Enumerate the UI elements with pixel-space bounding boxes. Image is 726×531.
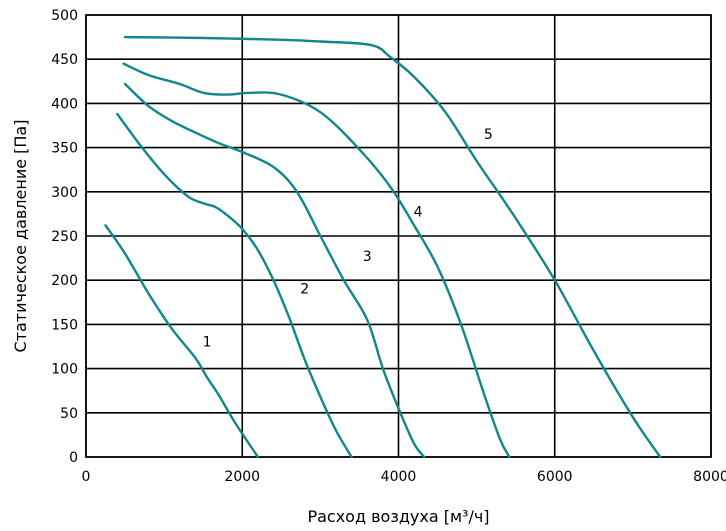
y-tick-label: 400 xyxy=(51,96,78,112)
y-tick-label: 50 xyxy=(60,406,78,422)
x-axis-title: Расход воздуха [м³/ч] xyxy=(307,507,489,526)
plot-frame xyxy=(85,14,712,458)
curve-2 xyxy=(116,112,353,459)
y-tick-labels: 0 50 100 150 200 250 300 350 400 450 500 xyxy=(51,8,78,466)
x-tick-label: 2000 xyxy=(224,469,260,485)
x-tick-labels: 0 2000 4000 6000 8000 xyxy=(82,469,726,485)
y-tick-label: 0 xyxy=(69,450,78,466)
curve-4 xyxy=(122,62,511,459)
x-tick-label: 8000 xyxy=(693,469,726,485)
x-tick-label: 4000 xyxy=(381,469,417,485)
curve-5 xyxy=(123,35,662,459)
x-tick-label: 0 xyxy=(82,469,91,485)
curve-label-4: 4 xyxy=(414,205,423,221)
x-tick-label: 6000 xyxy=(537,469,573,485)
curve-labels: 1 2 3 4 5 xyxy=(203,127,493,351)
y-tick-label: 200 xyxy=(51,273,78,289)
curve-1 xyxy=(104,224,260,459)
y-tick-label: 500 xyxy=(51,8,78,24)
y-tick-label: 300 xyxy=(51,185,78,201)
curve-3 xyxy=(123,82,426,459)
curve-label-5: 5 xyxy=(484,127,493,143)
y-axis-title: Статическое давление [Па] xyxy=(11,120,30,353)
curves xyxy=(104,35,662,459)
y-tick-label: 350 xyxy=(51,141,78,157)
curve-label-3: 3 xyxy=(363,249,372,265)
curve-label-1: 1 xyxy=(203,335,212,351)
curve-label-2: 2 xyxy=(300,281,309,297)
y-tick-label: 100 xyxy=(51,362,78,378)
y-tick-label: 250 xyxy=(51,229,78,245)
y-tick-label: 450 xyxy=(51,52,78,68)
y-tick-label: 150 xyxy=(51,317,78,333)
